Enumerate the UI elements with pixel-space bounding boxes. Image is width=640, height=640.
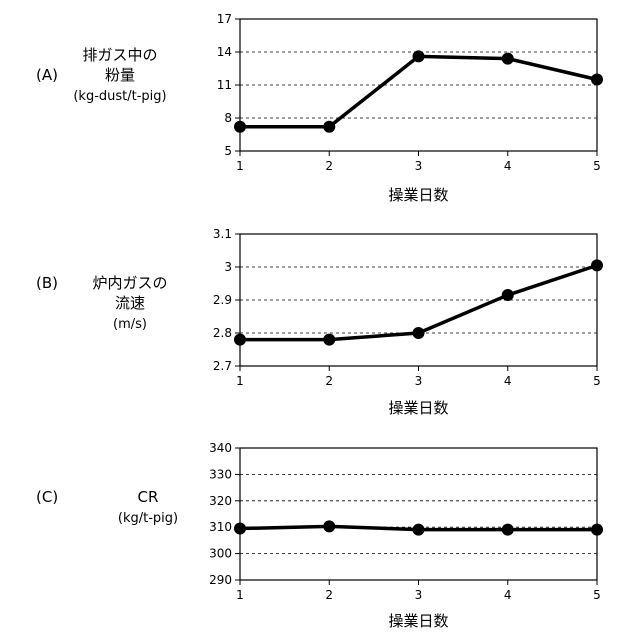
data-point <box>413 50 425 62</box>
y-axis-label-line: CR <box>138 488 159 506</box>
y-tick-label: 310 <box>209 520 232 534</box>
x-tick-label: 4 <box>504 374 512 388</box>
y-tick-label: 8 <box>224 111 232 125</box>
x-tick-label: 1 <box>236 588 244 602</box>
y-tick-label: 300 <box>209 547 232 561</box>
x-tick-label: 2 <box>325 159 333 173</box>
data-point <box>234 523 246 535</box>
y-axis-label-line: 炉内ガスの <box>92 274 167 292</box>
data-point <box>234 121 246 133</box>
data-point <box>234 334 246 346</box>
data-point <box>591 524 603 536</box>
panel-label: (B) <box>36 274 58 292</box>
y-axis-label-line: 流速 <box>115 294 145 312</box>
data-point <box>413 327 425 339</box>
x-tick-label: 2 <box>325 374 333 388</box>
y-tick-label: 2.7 <box>213 359 232 373</box>
y-tick-label: 14 <box>217 45 232 59</box>
data-point <box>591 259 603 271</box>
x-axis-label: 操業日数 <box>388 612 448 630</box>
y-tick-label: 3 <box>224 260 232 274</box>
data-point <box>323 121 335 133</box>
y-tick-label: 2.9 <box>213 293 232 307</box>
data-point <box>502 524 514 536</box>
chart-panel-3: 290 300 310 320 330 340 1 2 3 4 5 操業日数 (C) CR (kg/t-pi… <box>36 441 603 630</box>
data-point <box>591 74 603 86</box>
x-tick-label: 3 <box>415 374 423 388</box>
y-tick-label: 2.8 <box>213 326 232 340</box>
y-tick-label: 320 <box>209 494 232 508</box>
x-tick-label: 4 <box>504 159 512 173</box>
data-point <box>413 524 425 536</box>
plot-frame <box>240 19 597 151</box>
y-tick-label: 330 <box>209 467 232 481</box>
x-tick-label: 5 <box>593 374 601 388</box>
data-point <box>502 53 514 65</box>
y-axis-label-line: (kg/t-pig) <box>118 511 178 526</box>
y-tick-label: 340 <box>209 441 232 455</box>
data-point <box>323 334 335 346</box>
x-tick-label: 3 <box>415 159 423 173</box>
plot-frame <box>240 448 597 580</box>
chart-panel-2: 2.7 2.8 2.9 3 3.1 1 2 3 4 5 操業日数 (B) 炉内ガスの流速 (m/s) <box>36 227 603 417</box>
data-point <box>323 520 335 532</box>
series-line <box>240 56 597 126</box>
x-tick-label: 1 <box>236 159 244 173</box>
x-tick-label: 4 <box>504 588 512 602</box>
y-axis-label-line: 排ガス中の <box>82 46 157 64</box>
panel-label: (A) <box>36 66 58 84</box>
x-tick-label: 3 <box>415 588 423 602</box>
x-axis-label: 操業日数 <box>388 186 448 204</box>
y-tick-label: 11 <box>217 78 232 92</box>
y-tick-label: 3.1 <box>213 227 232 241</box>
chart-panel-1: 5 8 11 14 17 1 2 3 4 5 操業日数 (A) 排ガス中の粉量 (kg-dust/t-pi… <box>36 12 603 204</box>
x-axis-label: 操業日数 <box>388 399 448 417</box>
y-tick-label: 17 <box>217 12 232 26</box>
panel-label: (C) <box>36 488 58 506</box>
data-point <box>502 289 514 301</box>
y-axis-label-line: (kg-dust/t-pig) <box>73 89 166 104</box>
y-tick-label: 290 <box>209 573 232 587</box>
x-tick-label: 2 <box>325 588 333 602</box>
plot-frame <box>240 234 597 366</box>
x-tick-label: 5 <box>593 159 601 173</box>
x-tick-label: 1 <box>236 374 244 388</box>
y-axis-label-line: (m/s) <box>113 317 147 332</box>
x-tick-label: 5 <box>593 588 601 602</box>
y-tick-label: 5 <box>224 144 232 158</box>
y-axis-label-line: 粉量 <box>105 66 135 84</box>
